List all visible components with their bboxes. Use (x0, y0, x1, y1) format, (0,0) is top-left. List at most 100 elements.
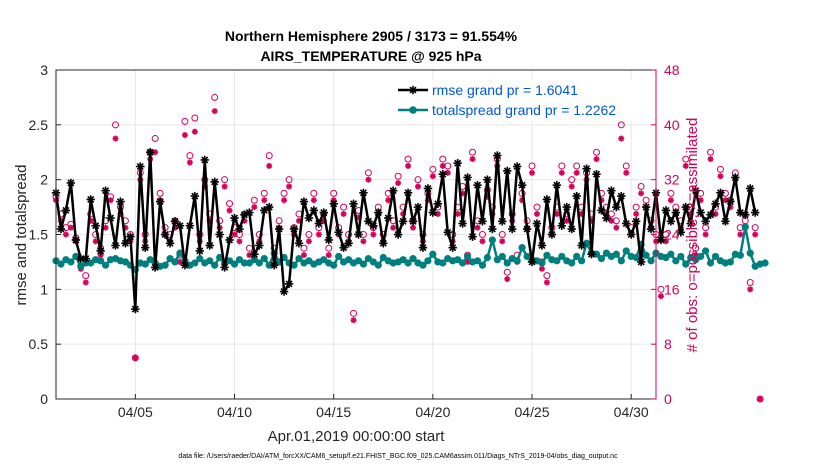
obs-assimilated-point (717, 173, 724, 180)
rmse-point-stroke (488, 225, 496, 233)
totalspread-point (726, 258, 734, 266)
rmse-point (274, 224, 284, 234)
totalspread-point (141, 260, 149, 268)
y2-tick-label: 16 (664, 281, 680, 297)
totalspread-point (746, 249, 754, 257)
rmse-point (265, 202, 274, 212)
obs-assimilated-point-stroke (102, 224, 109, 231)
obs-assimilated-point (191, 128, 198, 135)
rmse-point-stroke (121, 239, 129, 247)
obs-assimilated-point-stroke (564, 218, 570, 224)
obs-assimilated-point (633, 210, 640, 217)
rmse-point (384, 213, 393, 223)
rmse-point-stroke (389, 187, 397, 195)
rmse-point (329, 199, 338, 208)
rmse-point-stroke (221, 263, 229, 271)
rmse-point (91, 221, 100, 230)
obs-assimilated-point-stroke (152, 149, 158, 155)
obs-assimilated-point (340, 210, 347, 217)
obs-assimilated-point-stroke (390, 224, 396, 231)
obs-assimilated-point-stroke (757, 396, 763, 402)
obs-assimilated-point-stroke (440, 163, 446, 169)
rmse-point-stroke (726, 198, 734, 206)
rmse-point-stroke (533, 219, 541, 228)
totalspread-point (176, 249, 184, 257)
x-tick-label: 04/10 (217, 404, 252, 420)
rmse-point-stroke (647, 225, 655, 233)
rmse-point-stroke (612, 203, 620, 211)
obs-assimilated-point (414, 183, 421, 190)
rmse-point (408, 217, 418, 226)
obs-possible-point (429, 165, 437, 173)
obs-assimilated-point-stroke (326, 252, 332, 258)
totalspread-point (667, 250, 675, 258)
rmse-point (334, 228, 343, 237)
rmse-point (220, 263, 229, 272)
obs-assimilated-point-stroke (539, 266, 545, 272)
obs-assimilated-point-stroke (395, 180, 401, 186)
rmse-point (284, 279, 294, 289)
rmse-point-stroke (325, 236, 333, 244)
rmse-point-stroke (687, 219, 695, 228)
rmse-point (146, 148, 155, 157)
obs-possible-point (528, 162, 536, 170)
y-tick-label: 0 (40, 391, 48, 407)
obs-possible-point (151, 135, 159, 143)
obs-assimilated-point-stroke (340, 211, 347, 217)
rmse-point (443, 228, 452, 237)
rmse-point (527, 257, 537, 267)
totalspread-point (518, 244, 526, 252)
rmse-point-stroke (429, 209, 437, 217)
obs-assimilated-point-stroke (410, 224, 416, 231)
rmse-point-stroke (498, 217, 506, 225)
obs-assimilated-point (558, 169, 565, 176)
obs-possible-point (414, 176, 422, 184)
obs-assimilated-point-stroke (226, 207, 233, 214)
totalspread-point (701, 247, 710, 255)
totalspread-point (741, 223, 749, 231)
rmse-point-stroke (146, 148, 154, 156)
rmse-point (423, 184, 433, 193)
rmse-point-stroke (330, 200, 338, 208)
data-file-footnote: data file: /Users/raeder/DAI/ATM_forcXX/… (178, 453, 618, 460)
rmse-point-stroke (211, 178, 219, 186)
legend-spread-marker (409, 106, 417, 114)
totalspread-point (330, 261, 338, 269)
rmse-point-stroke (384, 214, 392, 222)
y-tick-label: 1 (40, 281, 48, 297)
rmse-point (666, 217, 676, 226)
obs-assimilated-point-stroke (365, 176, 372, 183)
rmse-point-stroke (191, 192, 199, 200)
obs-possible-point (191, 114, 199, 122)
rmse-point (71, 235, 81, 245)
obs-possible-point (439, 155, 447, 163)
obs-assimilated-point (107, 197, 114, 204)
rmse-point (155, 197, 165, 206)
rmse-point (463, 173, 472, 182)
totalspread-point (622, 247, 630, 255)
rmse-point-stroke (364, 217, 372, 225)
obs-possible-point (568, 176, 576, 184)
rmse-point (602, 213, 611, 223)
rmse-point-stroke (692, 187, 700, 195)
rmse-point (101, 186, 110, 195)
rmse-point-stroke (92, 222, 100, 230)
rmse-point (255, 241, 264, 250)
totalspread-point (404, 259, 412, 267)
totalspread-point (682, 260, 690, 268)
obs-assimilated-point (390, 224, 397, 231)
totalspread-point (498, 252, 506, 261)
rmse-point (483, 175, 492, 184)
rmse-point (612, 202, 621, 212)
obs-assimilated-point-stroke (187, 159, 193, 166)
obs-assimilated-point-stroke (722, 197, 729, 203)
rmse-point-stroke (578, 241, 586, 250)
obs-assimilated-point (251, 204, 258, 211)
rmse-point (250, 250, 259, 259)
obs-assimilated-point-stroke (593, 156, 600, 162)
obs-assimilated-point (543, 279, 550, 286)
obs-possible-point (245, 244, 253, 252)
rmse-point-stroke (399, 217, 407, 225)
rmse-point-stroke (637, 258, 645, 266)
